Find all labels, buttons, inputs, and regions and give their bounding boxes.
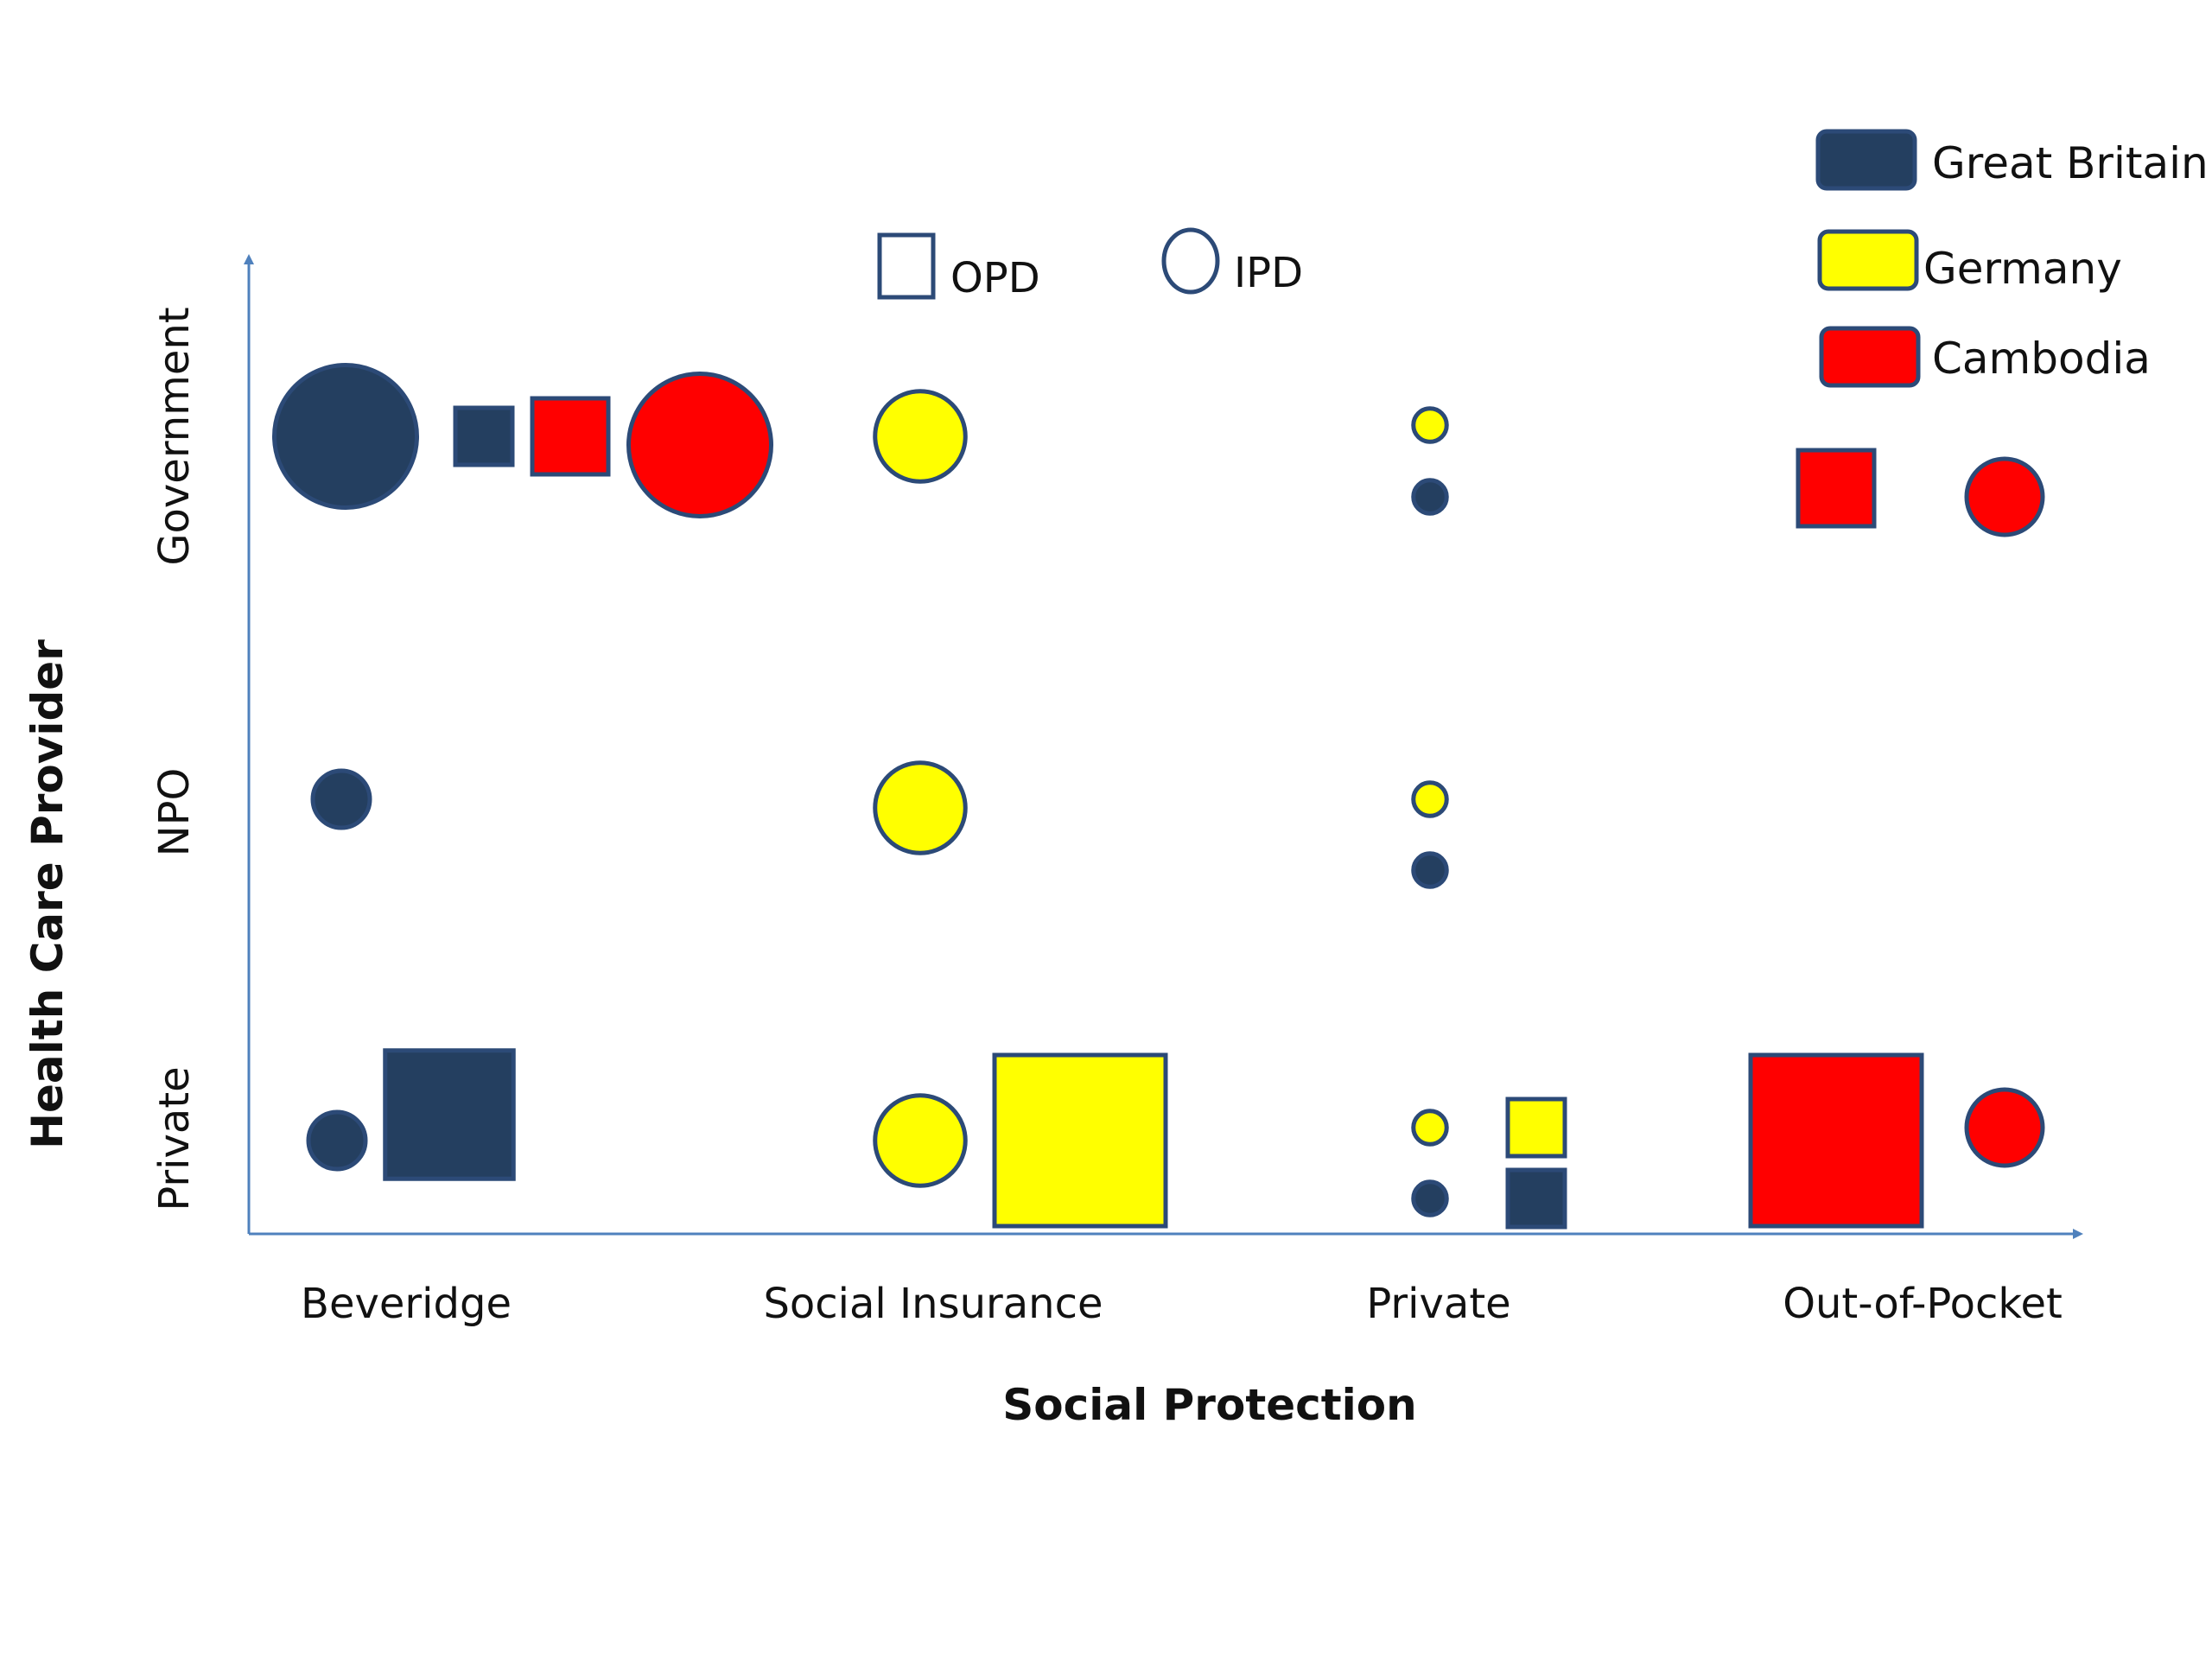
data-point-great-britain-ipd xyxy=(1411,478,1449,516)
legend-swatch-great-britain xyxy=(1815,129,1917,191)
data-point-cambodia-ipd xyxy=(626,372,773,518)
opd-legend-square xyxy=(877,232,936,300)
chart-marks xyxy=(272,363,2045,1230)
data-point-germany-ipd xyxy=(1411,1109,1449,1147)
x-axis-title: Social Protection xyxy=(1002,1380,1417,1430)
legend-label-great-britain: Great Britain xyxy=(1932,138,2209,188)
data-point-great-britain-opd xyxy=(383,1048,516,1181)
y-tick-label: Government xyxy=(150,307,199,565)
legend-label-germany: Germany xyxy=(1923,244,2122,294)
data-point-great-britain-opd xyxy=(453,405,515,467)
data-point-great-britain-opd xyxy=(1505,1167,1567,1230)
data-point-cambodia-ipd xyxy=(1964,1087,2045,1168)
data-point-cambodia-opd xyxy=(1748,1052,1924,1229)
x-tick-label: Private xyxy=(1366,1280,1510,1328)
legend-swatch-germany xyxy=(1817,229,1919,291)
x-tick-label: Social Insurance xyxy=(763,1280,1103,1328)
data-point-germany-ipd xyxy=(873,1093,968,1188)
data-point-germany-ipd xyxy=(873,760,968,855)
legend-label-cambodia: Cambodia xyxy=(1932,334,2151,384)
data-point-germany-opd xyxy=(992,1052,1168,1229)
data-point-great-britain-ipd xyxy=(1411,851,1449,889)
data-point-germany-ipd xyxy=(873,389,968,484)
y-tick-label: Private xyxy=(150,1066,199,1211)
y-axis-title: Health Care Provider xyxy=(22,639,73,1149)
data-point-great-britain-ipd xyxy=(272,363,419,510)
data-point-great-britain-ipd xyxy=(310,768,372,830)
legend-swatch-cambodia xyxy=(1819,326,1921,388)
y-tick-label: NPO xyxy=(150,768,199,857)
data-point-germany-ipd xyxy=(1411,406,1449,444)
ipd-legend-circle xyxy=(1161,227,1220,295)
data-point-cambodia-ipd xyxy=(1964,456,2045,537)
data-point-cambodia-opd xyxy=(530,396,611,477)
data-point-germany-ipd xyxy=(1411,780,1449,818)
data-point-great-britain-ipd xyxy=(306,1109,368,1172)
x-tick-label: Beveridge xyxy=(301,1280,512,1328)
data-point-great-britain-ipd xyxy=(1411,1179,1449,1217)
ipd-legend-label: IPD xyxy=(1234,249,1303,297)
data-point-cambodia-opd xyxy=(1796,448,1877,529)
x-tick-label: Out-of-Pocket xyxy=(1783,1280,2063,1328)
opd-legend-label: OPD xyxy=(950,254,1040,302)
data-point-germany-opd xyxy=(1505,1096,1567,1159)
legend: Great Britain Germany Cambodia xyxy=(1815,129,2209,388)
